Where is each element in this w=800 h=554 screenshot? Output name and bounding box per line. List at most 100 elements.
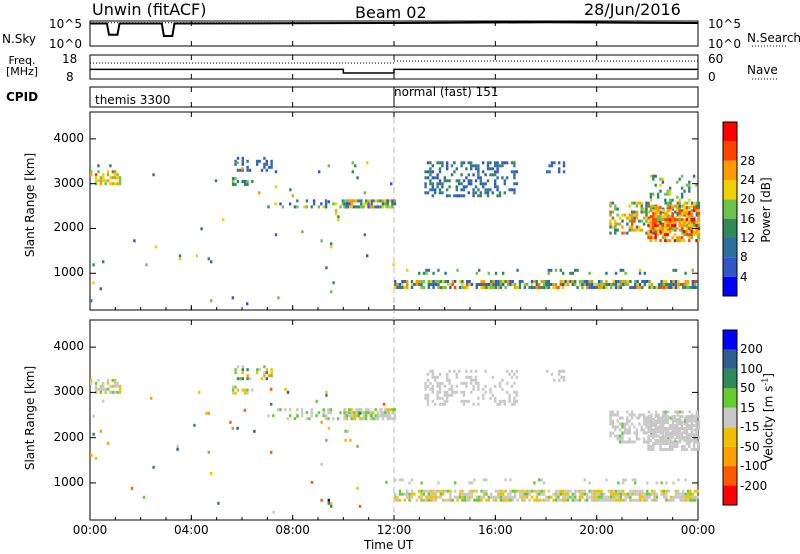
- power-marks-cell: [690, 212, 693, 216]
- power-marks-cell: [694, 286, 697, 289]
- power-marks-cell: [391, 199, 394, 203]
- power-marks-cell: [540, 286, 543, 289]
- power-marks-cell: [499, 280, 502, 283]
- velocity-marks-cell: [685, 421, 689, 424]
- power-marks-cell: [475, 271, 478, 275]
- velocity-marks-cell: [643, 498, 646, 502]
- power-marks-cell: [384, 205, 388, 209]
- power-marks-cell: [424, 170, 427, 174]
- power-marks-cell: [640, 228, 643, 232]
- velocity-marks-cell: [379, 408, 382, 412]
- power-marks-cell: [429, 173, 432, 177]
- velocity-marks-cell: [468, 492, 471, 496]
- freq-label: Freq. [MHz]: [5, 54, 39, 78]
- velocity-marks-cell: [270, 402, 273, 406]
- power-marks-cell: [624, 280, 627, 283]
- velocity-marks-cell: [648, 495, 651, 499]
- velocity-marks-cell: [270, 371, 273, 375]
- velocity-marks-cell: [386, 417, 389, 421]
- velocity-marks-cell: [690, 439, 693, 442]
- power-marks-cell: [636, 286, 639, 289]
- velocity-colorbar-tick-label: -15: [740, 420, 760, 435]
- velocity-marks-cell: [685, 430, 689, 433]
- velocity-marks-cell: [401, 478, 404, 482]
- velocity-marks-cell: [477, 387, 480, 391]
- velocity-marks-cell: [286, 417, 289, 421]
- velocity-marks-cell: [647, 436, 650, 439]
- velocity-marks-cell: [583, 478, 586, 482]
- velocity-marks-cell: [538, 489, 541, 493]
- power-marks-cell: [614, 228, 617, 232]
- power-marks-cell: [683, 224, 686, 228]
- velocity-marks-cell: [610, 492, 613, 496]
- power-marks-cell: [647, 224, 650, 228]
- velocity-marks-cell: [458, 492, 462, 496]
- power-marks-cell: [434, 191, 437, 195]
- power-marks-cell: [659, 227, 662, 231]
- velocity-marks-cell: [554, 498, 558, 502]
- power-marks-cell: [210, 299, 213, 303]
- power-marks-cell: [647, 210, 651, 214]
- velocity-marks-cell: [692, 415, 696, 418]
- power-marks-cell: [688, 180, 691, 184]
- power-marks-cell: [352, 205, 356, 209]
- power-marks-cell: [664, 192, 667, 196]
- velocity-marks-cell: [374, 408, 377, 412]
- velocity-marks-cell: [398, 489, 402, 493]
- velocity-marks-cell: [477, 402, 480, 406]
- velocity-marks-cell: [643, 492, 646, 496]
- velocity-marks-cell: [362, 411, 365, 415]
- power-marks-cell: [635, 210, 639, 214]
- power-marks-cell: [431, 182, 434, 186]
- power-marks-cell: [649, 227, 653, 231]
- velocity-marks-cell: [348, 408, 351, 412]
- velocity-marks-cell: [236, 377, 240, 381]
- power-marks-cell: [665, 286, 668, 289]
- velocity-marks-cell: [426, 378, 430, 382]
- power-marks-cell: [381, 199, 385, 203]
- velocity-marks-cell: [673, 424, 677, 427]
- velocity-marks-cell: [628, 440, 631, 444]
- velocity-marks-cell: [653, 495, 656, 499]
- velocity-marks-cell: [540, 489, 543, 493]
- velocity-marks-cell: [659, 418, 662, 421]
- velocity-marks-cell: [523, 498, 526, 502]
- velocity-marks-cell: [595, 498, 598, 502]
- power-marks-cell: [659, 230, 662, 234]
- power-marks-cell: [437, 280, 440, 283]
- velocity-marks-cell: [482, 387, 485, 391]
- velocity-marks-cell: [697, 424, 701, 427]
- velocity-marks-cell: [647, 415, 650, 418]
- power-marks-cell: [648, 283, 651, 286]
- power-marks-cell: [645, 216, 648, 220]
- power-marks-cell: [482, 182, 485, 186]
- power-marks-cell: [348, 199, 351, 203]
- power-marks-cell: [497, 283, 500, 286]
- velocity-marks-cell: [349, 438, 352, 442]
- velocity-marks-cell: [662, 492, 666, 496]
- velocity-marks-cell: [455, 372, 458, 376]
- power-marks-cell: [638, 225, 641, 229]
- velocity-marks-cell: [689, 498, 692, 502]
- power-marks-cell: [334, 209, 338, 213]
- velocity-marks-cell: [513, 402, 516, 406]
- velocity-marks-cell: [611, 431, 615, 435]
- power-marks-cell: [355, 205, 358, 209]
- power-marks-cell: [296, 205, 299, 209]
- power-marks-cell: [680, 192, 684, 196]
- power-marks-cell: [697, 230, 701, 234]
- power-marks-cell: [92, 281, 95, 285]
- power-marks-cell: [366, 254, 369, 258]
- velocity-marks-cell: [99, 390, 102, 394]
- power-marks-cell: [241, 156, 244, 160]
- velocity-marks-cell: [369, 414, 373, 418]
- power-marks-cell: [665, 283, 668, 286]
- velocity-marks-cell: [558, 369, 561, 373]
- xtick-label: 00:00: [680, 523, 716, 537]
- velocity-marks-cell: [429, 381, 432, 385]
- velocity-marks-cell: [645, 440, 648, 444]
- velocity-marks-cell: [626, 428, 629, 432]
- power-marks-cell: [649, 215, 653, 219]
- velocity-marks-cell: [352, 411, 356, 415]
- power-marks-cell: [643, 271, 646, 275]
